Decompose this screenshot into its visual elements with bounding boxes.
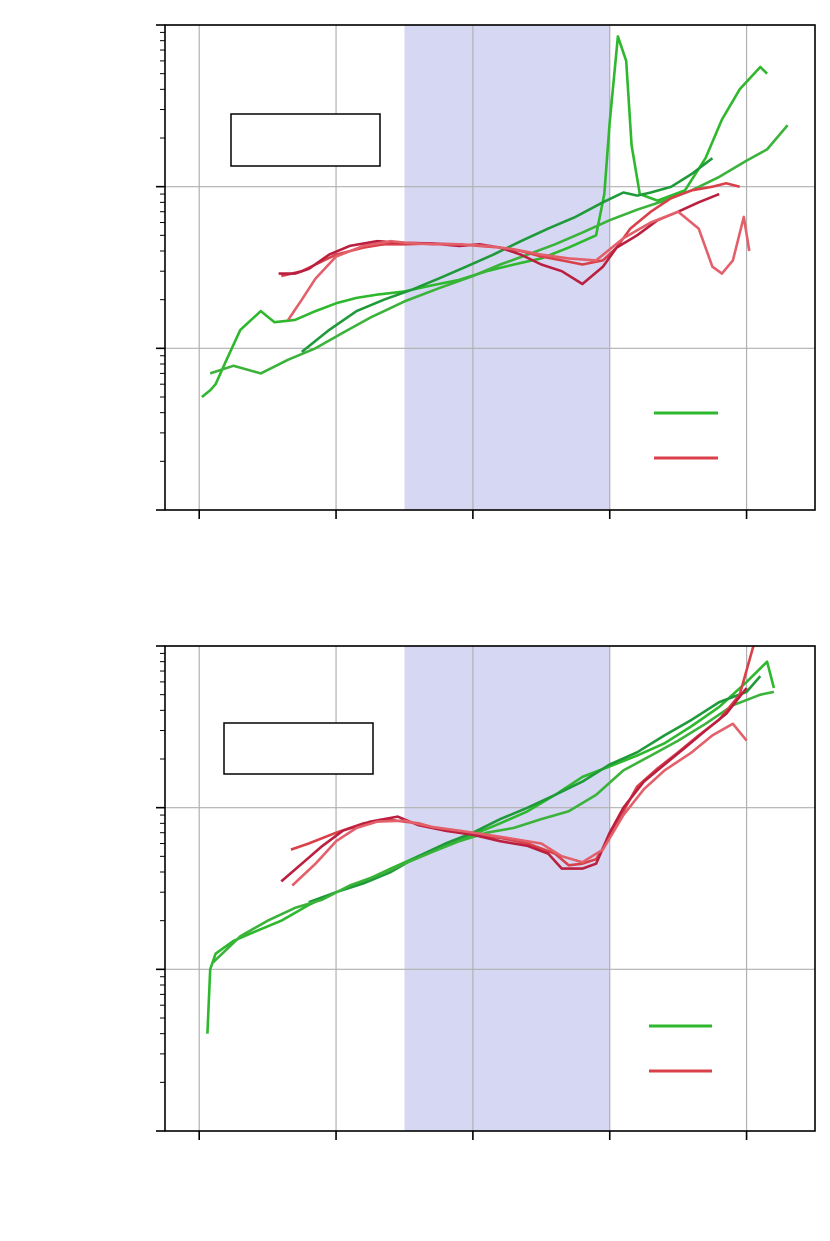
series-line-red-4 (278, 192, 720, 286)
shaded-region (404, 646, 610, 1131)
plot-frame (164, 24, 816, 511)
plot-frame (164, 645, 816, 1132)
label-box (230, 113, 381, 167)
legend-background (718, 390, 746, 476)
series-line-red-4 (280, 687, 748, 883)
series-line-red-5 (291, 722, 748, 887)
bottom-chart-panel (156, 645, 816, 1140)
series-line-green-2 (209, 124, 789, 375)
legend-background (712, 1004, 746, 1092)
series-line-green-0 (201, 35, 769, 399)
label-box (223, 722, 374, 775)
series-line-green-1 (308, 675, 762, 904)
series-line-red-5 (287, 210, 751, 321)
series-line-green-2 (211, 690, 775, 964)
series-line-green-1 (300, 157, 714, 353)
top-chart-panel (156, 24, 816, 519)
